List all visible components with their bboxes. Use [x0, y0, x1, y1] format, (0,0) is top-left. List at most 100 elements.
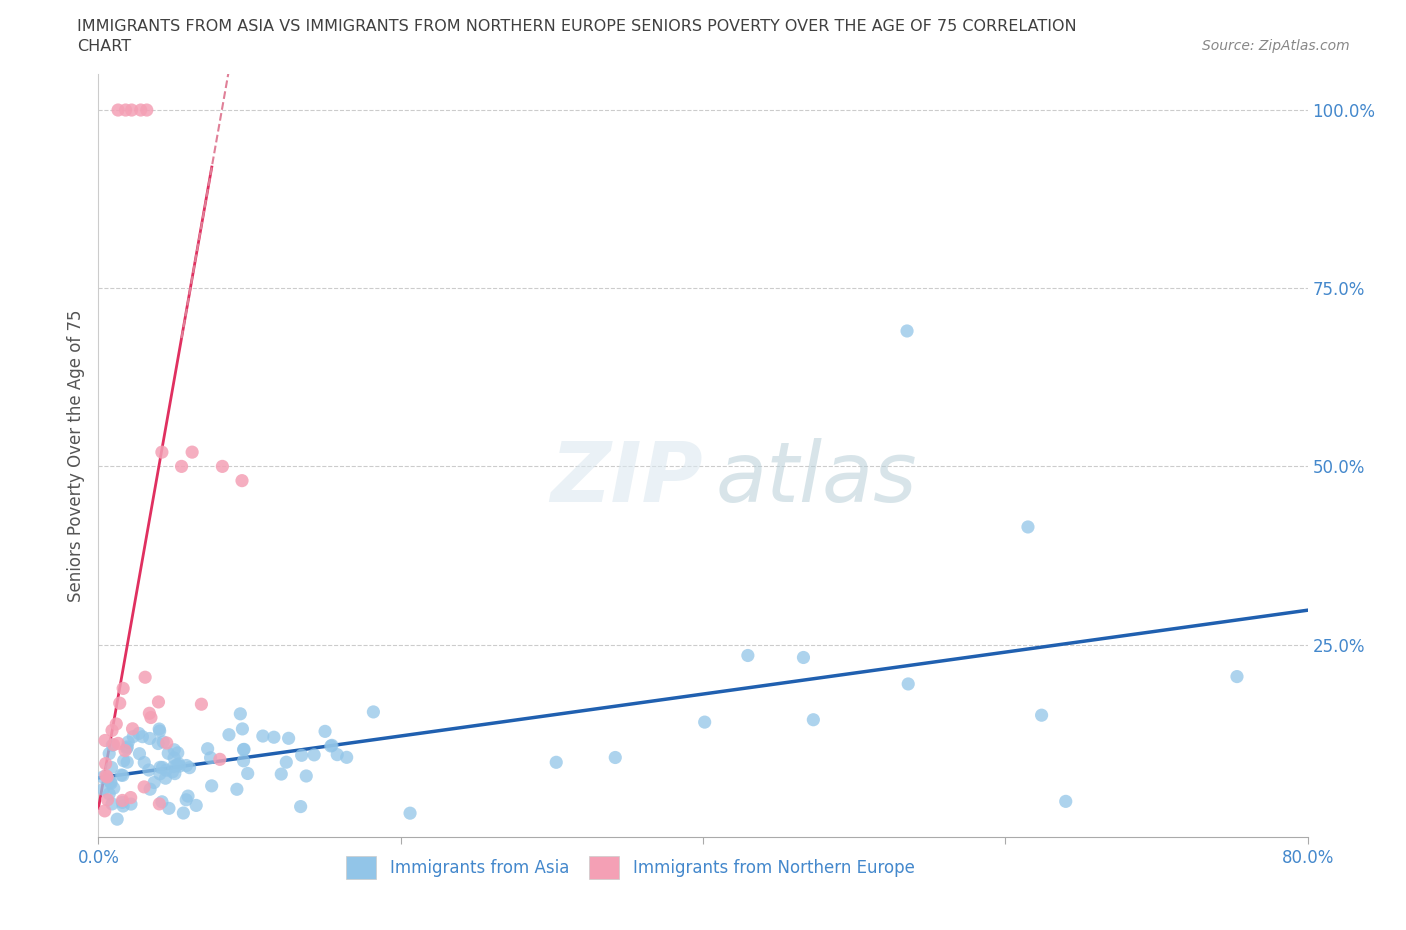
Point [211, 458, 233, 473]
Point [157, 746, 180, 761]
Point [138, 706, 160, 721]
Point [225, 782, 247, 797]
Point [114, 102, 136, 117]
Point [110, 858, 132, 873]
Point [143, 775, 166, 790]
Point [134, 779, 156, 794]
Point [546, 755, 568, 770]
Point [97, 792, 120, 807]
Point [177, 789, 200, 804]
Point [897, 676, 920, 691]
Point [149, 760, 172, 775]
Point [111, 795, 134, 810]
Point [138, 763, 160, 777]
Point [121, 722, 143, 737]
Point [326, 747, 349, 762]
Point [128, 746, 150, 761]
Point [135, 102, 157, 117]
Point [269, 851, 291, 866]
Point [128, 726, 150, 741]
Point [108, 696, 131, 711]
Point [190, 697, 212, 711]
Point [94, 733, 117, 748]
Point [295, 768, 318, 783]
Point [693, 714, 716, 729]
Point [148, 695, 170, 710]
Point [319, 738, 342, 753]
Point [110, 767, 132, 782]
Point [1226, 670, 1249, 684]
Point [166, 746, 188, 761]
Point [100, 776, 122, 790]
Point [277, 731, 299, 746]
Text: IMMIGRANTS FROM ASIA VS IMMIGRANTS FROM NORTHERN EUROPE SENIORS POVERTY OVER THE: IMMIGRANTS FROM ASIA VS IMMIGRANTS FROM … [77, 19, 1077, 33]
Point [93, 804, 115, 818]
Point [314, 724, 336, 738]
Point [107, 102, 129, 117]
Text: Source: ZipAtlas.com: Source: ZipAtlas.com [1202, 39, 1350, 53]
Point [96, 769, 118, 784]
Point [149, 724, 172, 738]
Point [112, 799, 135, 814]
Point [121, 102, 143, 117]
Point [101, 796, 124, 811]
Point [134, 755, 156, 770]
Text: ZIP: ZIP [550, 438, 703, 519]
Point [162, 764, 184, 779]
Point [363, 705, 385, 720]
Point [117, 735, 139, 750]
Point [302, 748, 325, 763]
Legend: Immigrants from Asia, Immigrants from Northern Europe: Immigrants from Asia, Immigrants from No… [340, 849, 921, 886]
Point [163, 766, 186, 781]
Point [166, 757, 188, 772]
Point [200, 751, 222, 765]
Point [131, 729, 153, 744]
Point [148, 722, 170, 737]
Point [103, 737, 125, 752]
Point [105, 812, 128, 827]
Point [208, 751, 231, 766]
Point [231, 722, 253, 737]
Point [107, 736, 129, 751]
Point [105, 716, 128, 731]
Point [896, 324, 918, 339]
Point [91, 782, 114, 797]
Point [101, 737, 124, 752]
Point [291, 748, 314, 763]
Point [263, 730, 285, 745]
Point [111, 768, 134, 783]
Point [169, 759, 191, 774]
Point [97, 772, 120, 787]
Point [139, 782, 162, 797]
Point [98, 787, 121, 802]
Point [201, 778, 224, 793]
Point [122, 729, 145, 744]
Point [276, 755, 298, 770]
Point [148, 736, 170, 751]
Point [125, 851, 148, 866]
Point [229, 707, 252, 722]
Point [162, 759, 184, 774]
Point [98, 746, 121, 761]
Point [1017, 520, 1039, 535]
Text: CHART: CHART [77, 39, 131, 54]
Point [94, 756, 117, 771]
Point [290, 799, 312, 814]
Point [186, 798, 208, 813]
Point [149, 766, 172, 781]
Point [1031, 708, 1053, 723]
Point [112, 681, 135, 696]
Point [139, 711, 162, 725]
Point [801, 712, 824, 727]
Y-axis label: Seniors Poverty Over the Age of 75: Seniors Poverty Over the Age of 75 [66, 310, 84, 602]
Point [233, 742, 256, 757]
Point [163, 751, 186, 765]
Point [792, 650, 814, 665]
Point [155, 763, 177, 777]
Point [218, 727, 240, 742]
Point [197, 741, 219, 756]
Point [148, 796, 170, 811]
Point [94, 768, 117, 783]
Point [174, 792, 197, 807]
Point [181, 445, 204, 459]
